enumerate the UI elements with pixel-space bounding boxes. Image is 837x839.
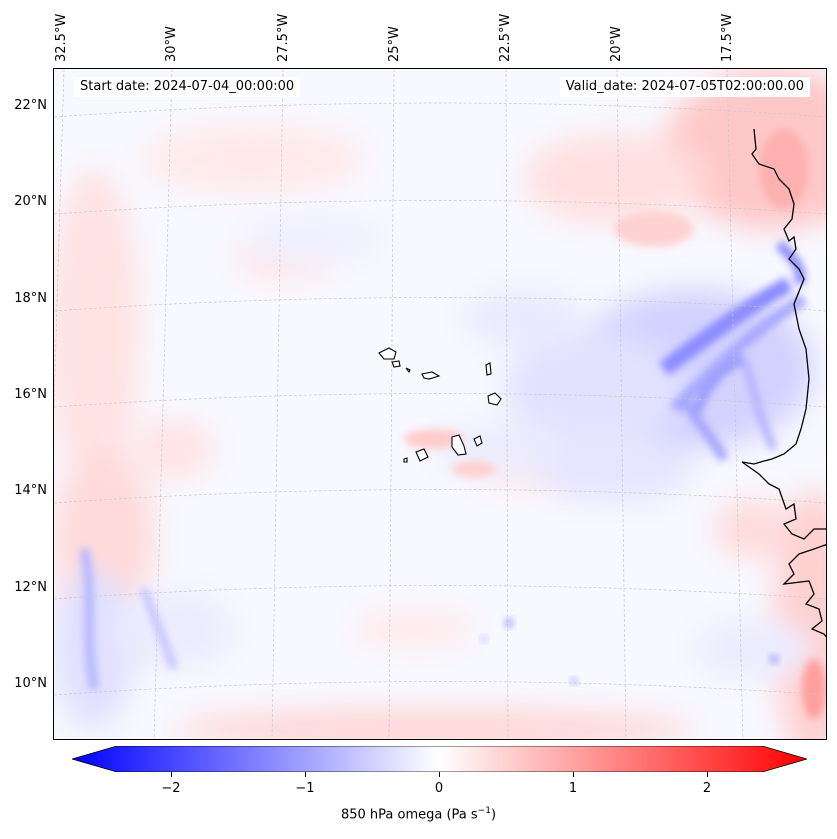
valid-date-label: Valid_date: 2024-07-05T02:00:00.00	[559, 77, 810, 97]
lat-label-18n: 18°N	[14, 291, 47, 306]
lon-label-20w: 20°W	[609, 26, 624, 62]
colorbar-title-end: )	[490, 807, 497, 823]
colorbar-tick-2	[707, 772, 708, 777]
lon-label-32-5w: 32.5°W	[54, 13, 69, 62]
lat-label-14n: 14°N	[14, 483, 47, 498]
cape-verde-islands	[378, 347, 502, 463]
start-date-label: Start date: 2024-07-04_00:00:00	[74, 77, 301, 97]
colorbar-label-minus1: −1	[295, 781, 315, 796]
colorbar-title-main: 850 hPa omega (Pa s	[340, 807, 478, 823]
small-features	[481, 619, 778, 684]
africa-coastline	[741, 128, 826, 540]
lon-label-27-5w: 27.5°W	[276, 13, 291, 62]
colorbar-label-1: 1	[568, 781, 578, 796]
lat-label-20n: 20°N	[14, 194, 47, 209]
colorbar-tick-minus1	[305, 772, 306, 777]
lat-label-10n: 10°N	[14, 676, 47, 691]
africa-coastline-south	[782, 544, 826, 638]
lat-label-12n: 12°N	[14, 580, 47, 595]
map-panel[interactable]: Start date: 2024-07-04_00:00:00 Valid_da…	[53, 68, 827, 740]
lon-label-30w: 30°W	[164, 26, 179, 62]
omega-field-map	[54, 69, 826, 739]
lat-label-22n: 22°N	[14, 98, 47, 113]
colorbar-tick-1	[573, 772, 574, 777]
colorbar-tick-minus2	[171, 772, 172, 777]
negative-omega-regions	[54, 214, 814, 729]
colorbar	[70, 745, 809, 773]
colorbar-gradient	[70, 745, 809, 773]
colorbar-label-0: 0	[434, 781, 444, 796]
lon-label-17-5w: 17.5°W	[720, 13, 735, 62]
strong-descent-spots	[404, 129, 826, 719]
gridlines	[54, 69, 826, 739]
colorbar-title: 850 hPa omega (Pa s−1)	[0, 806, 837, 822]
colorbar-label-minus2: −2	[161, 781, 181, 796]
colorbar-label-2: 2	[702, 781, 712, 796]
lon-label-22-5w: 22.5°W	[498, 13, 513, 62]
lat-label-16n: 16°N	[14, 387, 47, 402]
strong-ascent-bands	[79, 240, 808, 690]
colorbar-title-exponent: −1	[477, 806, 491, 816]
colorbar-tick-0	[439, 772, 440, 777]
lon-label-25w: 25°W	[387, 26, 402, 62]
